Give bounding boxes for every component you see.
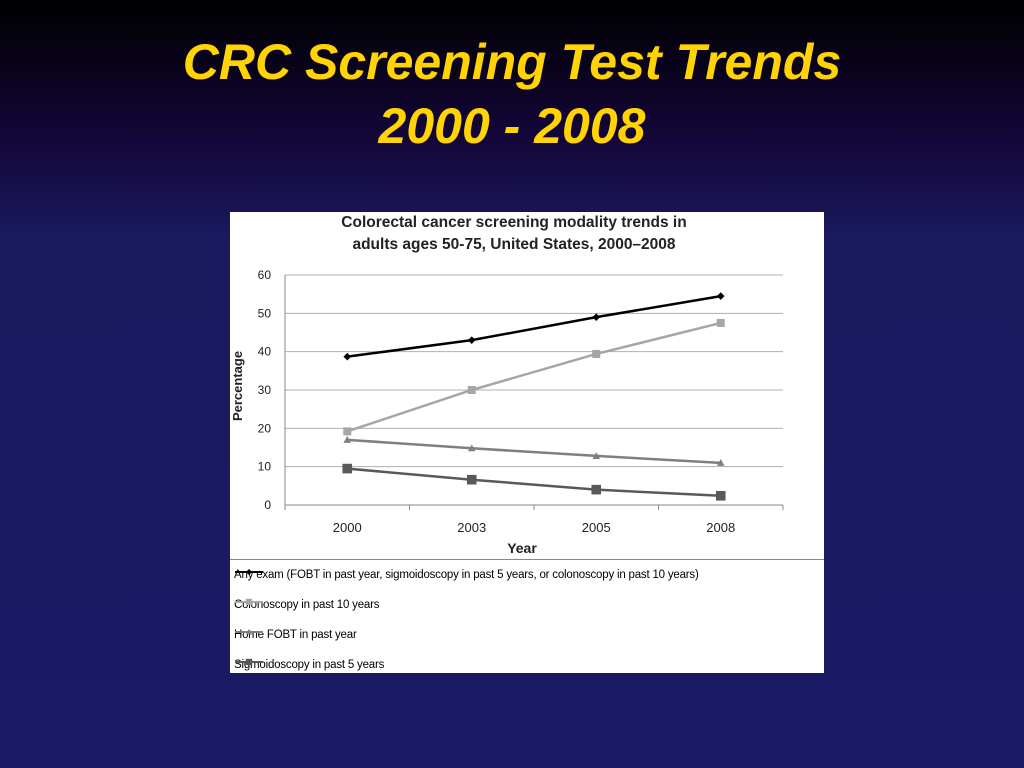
legend-label: Any exam (FOBT in past year, sigmoidosco…: [234, 569, 699, 581]
slide-title-line-2: 2000 - 2008: [378, 98, 646, 154]
legend-swatch-marker: [245, 628, 253, 635]
x-tick-label: 2008: [706, 520, 735, 535]
series-line: [347, 438, 721, 465]
chart-title-line-1: Colorectal cancer screening modality tre…: [341, 214, 686, 231]
x-tick-label: 2005: [582, 520, 611, 535]
y-tick-label: 10: [258, 460, 272, 474]
legend-divider: [230, 559, 824, 560]
y-tick-label: 40: [258, 345, 272, 359]
chart-title-line-2: adults ages 50-75, United States, 2000–2…: [352, 236, 675, 253]
data-point: [467, 386, 476, 394]
data-point: [467, 336, 476, 344]
series-group: [343, 436, 725, 466]
y-tick-label: 60: [258, 268, 272, 282]
data-point: [716, 292, 725, 300]
legend-label: Sigmoidoscopy in past 5 years: [234, 659, 385, 671]
y-tick-label: 30: [258, 383, 272, 397]
legend-swatch-marker: [245, 568, 253, 576]
y-axis-label: Percentage: [230, 351, 245, 421]
axes: 0 10 20 30 40 50 60 2000 2003 2005 2008: [258, 268, 784, 535]
data-point: [592, 452, 601, 459]
legend-item: Sigmoidoscopy in past 5 years: [234, 655, 384, 675]
data-point: [342, 463, 353, 474]
legend-swatch: [235, 658, 263, 666]
line-chart: Colorectal cancer screening modality tre…: [230, 214, 784, 556]
data-point: [343, 427, 352, 436]
legend-item: Colonoscopy in past 10 years: [234, 595, 379, 615]
legend-label: Home FOBT in past year: [234, 629, 357, 641]
legend-swatch-marker: [245, 598, 253, 606]
data-point: [467, 444, 476, 452]
y-tick-label: 0: [264, 498, 271, 512]
legend-swatch: [235, 568, 263, 576]
legend-item: Home FOBT in past year: [234, 625, 357, 645]
slide-title: CRC Screening Test Trends 2000 - 2008: [0, 30, 1024, 158]
series-group: [343, 318, 725, 436]
series: [342, 292, 726, 501]
legend-swatch-marker: [245, 658, 253, 666]
chart-figure: Colorectal cancer screening modality tre…: [230, 212, 824, 673]
slide-title-line-1: CRC Screening Test Trends: [182, 34, 842, 90]
data-point: [592, 349, 601, 358]
data-point: [343, 436, 352, 443]
legend-label: Colonoscopy in past 10 years: [234, 599, 380, 611]
data-point: [715, 491, 726, 501]
series-line: [347, 467, 721, 498]
data-point: [591, 484, 602, 495]
data-point: [592, 313, 601, 321]
data-point: [716, 318, 725, 327]
x-tick-label: 2000: [333, 520, 362, 535]
x-axis-label: Year: [507, 540, 537, 556]
legend-swatch: [235, 598, 263, 606]
y-tick-label: 20: [258, 421, 272, 435]
series-line: [347, 294, 721, 358]
legend-item: Any exam (FOBT in past year, sigmoidosco…: [234, 565, 699, 585]
x-tick-label: 2003: [457, 520, 486, 535]
legend-swatch: [235, 628, 263, 635]
series-line: [346, 321, 722, 433]
series-group: [343, 292, 725, 361]
series-group: [342, 463, 726, 501]
grid: [285, 274, 783, 468]
data-point: [343, 352, 352, 361]
y-tick-label: 50: [258, 306, 272, 320]
data-point: [716, 459, 725, 466]
data-point: [466, 474, 477, 485]
